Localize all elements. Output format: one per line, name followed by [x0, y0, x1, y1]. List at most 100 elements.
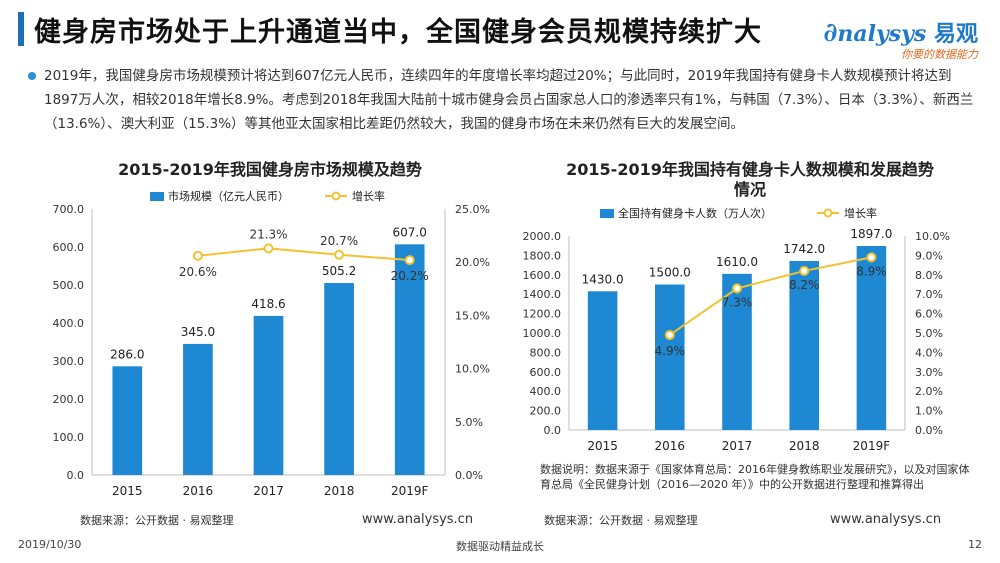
chart1-growth-point [263, 243, 274, 254]
chart2-title-line2: 情况 [733, 180, 766, 199]
chart1-website: www.analysys.cn [362, 512, 474, 527]
chart2-y2tick-label: 7.0% [915, 288, 943, 301]
chart2-ytick-label: 1600.0 [523, 269, 562, 282]
chart1-growth-label: 20.7% [320, 234, 358, 248]
title-accent-bar [18, 12, 24, 46]
chart2-bar-value-label: 1430.0 [582, 272, 624, 286]
chart2-y2tick-label: 3.0% [915, 366, 943, 379]
logo-brand-text: nalysys [837, 21, 927, 47]
chart2-ytick-label: 1800.0 [523, 249, 562, 262]
chart1-ytick-label: 300.0 [53, 355, 85, 368]
chart1-bar-value-label: 418.6 [251, 297, 285, 311]
chart1-xtick-label: 2018 [324, 484, 355, 498]
chart1-growth-point [192, 250, 203, 261]
chart1-growth-line [197, 247, 410, 262]
chart1-bar-value-label: 505.2 [322, 264, 356, 278]
page-title: 健身房市场处于上升通道当中，全国健身会员规模持续扩大 [34, 17, 762, 48]
chart1-ytick-label: 400.0 [53, 317, 85, 330]
chart1-source: 数据来源：公开数据 · 易观整理 [80, 514, 234, 527]
chart2-ytick-label: 800.0 [530, 346, 562, 359]
chart2-bar-value-label: 1500.0 [649, 266, 691, 280]
chart2-ytick-label: 0.0 [544, 424, 562, 437]
chart2-y2tick-label: 9.0% [915, 249, 943, 262]
footer-slogan: 数据驱动精益成长 [456, 540, 544, 553]
chart1-bar [324, 283, 354, 475]
chart1-bar [253, 315, 284, 475]
chart1-legend-bar-swatch [150, 192, 164, 201]
chart2-xtick-label: 2019F [853, 439, 891, 453]
chart2-note: 数据说明：数据来源于《国家体育总局：2016年健身教练职业发展研究》，以及对国家… [540, 463, 970, 491]
chart2-y2tick-label: 5.0% [915, 327, 943, 340]
logo-brand-cn: 易观 [933, 22, 978, 47]
chart2-legend-line-marker [823, 208, 833, 218]
chart2-growth-label: 4.9% [655, 344, 686, 358]
chart1-bar [112, 366, 143, 475]
chart2-legend-line-label: 增长率 [844, 206, 877, 220]
chart2-xtick-label: 2017 [722, 439, 753, 453]
chart1-legend-line-marker [331, 191, 341, 201]
chart2-bar [856, 245, 887, 430]
chart1-bar [183, 343, 213, 475]
chart2-legend-bar-label: 全国持有健身卡人数（万人次） [618, 206, 772, 220]
chart2-xtick-label: 2015 [587, 439, 618, 453]
chart1-title: 2015-2019年我国健身房市场规模及趋势 [118, 160, 422, 179]
chart2-y2tick-label: 4.0% [915, 346, 943, 359]
chart1-ytick-label: 600.0 [53, 241, 85, 254]
chart1-xtick-label: 2015 [112, 484, 143, 498]
chart1-y2tick-label: 25.0% [455, 203, 490, 216]
chart1-bar-value-label: 607.0 [393, 225, 427, 239]
footer-date: 2019/10/30 [18, 538, 82, 551]
chart1-xtick-label: 2019F [391, 484, 429, 498]
chart1-growth-point [334, 249, 345, 260]
chart1-xtick-label: 2017 [253, 484, 284, 498]
chart1-growth-label: 20.2% [391, 269, 429, 283]
chart1-y2tick-label: 10.0% [455, 363, 490, 376]
chart1-svg: 市场规模（亿元人民币） 增长率 0.0 100.0 200.0 300.0 400.0 500… [53, 189, 490, 498]
chart2-ytick-label: 600.0 [530, 366, 562, 379]
analysys-logo: ∂nalysys 易观 你要的数据能力 [823, 18, 978, 61]
chart2-title-line1: 2015-2019年我国持有健身卡人数规模和发展趋势 [566, 160, 934, 179]
bullet-dot [28, 72, 36, 80]
chart2-svg: 全国持有健身卡人数（万人次） 增长率 0.0 200.0 400.0 600.0 800.0… [523, 206, 950, 453]
chart1-y2tick-label: 15.0% [455, 309, 490, 322]
chart2-legend-bar-swatch [600, 209, 614, 218]
chart2-bar [655, 284, 685, 430]
chart1-growth-label: 20.6% [179, 265, 217, 279]
chart2-bar-value-label: 1897.0 [850, 227, 892, 241]
chart1-bar-value-label: 345.0 [181, 325, 215, 339]
chart2-ytick-label: 1000.0 [523, 327, 562, 340]
chart1-ytick-label: 100.0 [53, 431, 85, 444]
chart2-growth-point [664, 329, 675, 340]
chart1-xtick-label: 2016 [183, 484, 214, 498]
chart1-ytick-label: 700.0 [53, 203, 85, 216]
chart2-growth-point [732, 283, 742, 294]
chart2-xtick-label: 2016 [655, 439, 686, 453]
chart2-bar-value-label: 1742.0 [783, 242, 825, 256]
chart2-xtick-label: 2018 [789, 439, 820, 453]
chart2-website: www.analysys.cn [830, 512, 942, 527]
logo-slogan: 你要的数据能力 [901, 48, 978, 61]
chart1-legend-line-label: 增长率 [352, 189, 385, 203]
chart2-y2tick-label: 10.0% [915, 230, 950, 243]
chart2-bar [722, 273, 752, 430]
chart1-growth-point [404, 255, 415, 266]
chart2-growth-point [866, 252, 877, 263]
chart2-growth-label: 7.3% [722, 295, 753, 309]
chart2-ytick-label: 400.0 [530, 385, 562, 398]
chart1-ytick-label: 0.0 [67, 469, 85, 482]
chart1-y2tick-label: 5.0% [455, 416, 483, 429]
chart2-source: 数据来源：公开数据 · 易观整理 [544, 514, 698, 527]
chart2-bar [587, 291, 618, 430]
chart2-growth-line [669, 256, 872, 336]
page-number: 12 [968, 538, 982, 551]
chart2-ytick-label: 1400.0 [523, 288, 562, 301]
chart2-y2tick-label: 0.0% [915, 424, 943, 437]
chart1-ytick-label: 500.0 [53, 279, 85, 292]
chart1-ytick-label: 200.0 [53, 393, 85, 406]
chart2-growth-label: 8.2% [789, 278, 820, 292]
chart2-y2tick-label: 2.0% [915, 385, 943, 398]
chart2-y2tick-label: 1.0% [915, 405, 943, 418]
description-text: 2019年，我国健身房市场规模预计将达到607亿元人民币，连续四年的年度增长率均… [44, 68, 974, 132]
chart2-growth-label: 8.9% [856, 264, 887, 278]
chart2-bar [789, 261, 819, 430]
